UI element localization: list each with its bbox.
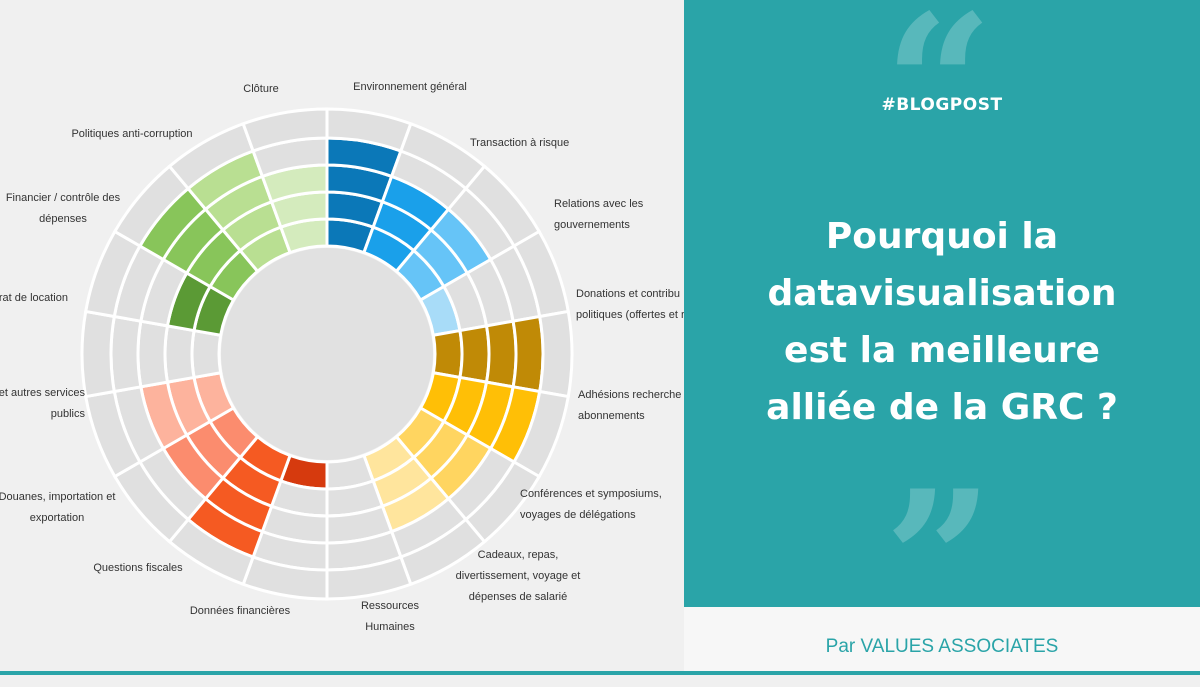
segment-label: Environnement général [353, 77, 467, 98]
empty-cell [109, 314, 143, 394]
segment-label-line: Politiques anti-corruption [71, 128, 193, 140]
segment-label-line: politiques (offertes et r [576, 309, 684, 321]
bottom-accent-line [0, 671, 1200, 675]
segment-label: et autres services publics [0, 383, 85, 425]
segment-label-line: Questions fiscales [93, 562, 183, 574]
segment-label: Financier / contrôle des dépenses [6, 188, 120, 230]
outer-ring-cell [80, 309, 117, 399]
segment-label: Cadeaux, repas, divertissement, voyage et… [456, 545, 581, 608]
headline-line: alliée de la GRC ? [766, 387, 1118, 428]
segment-label-line: Financier / contrôle des [5, 192, 121, 204]
filled-cell [484, 319, 518, 389]
segment-label: Questions fiscales [93, 558, 182, 579]
headline-line: est la meilleure [784, 330, 1100, 371]
segment-label-line: Humaines [365, 621, 415, 633]
blogpost-tag: #BLOGPOST [881, 95, 1003, 115]
segment-label: Ressources Humaines [361, 596, 419, 638]
blog-title-panel: “ #BLOGPOST Pourquoi la datavisualisatio… [684, 0, 1200, 656]
segment-label: Adhésions recherche abonnements [578, 385, 681, 427]
segment-label-line: gouvernements [554, 219, 630, 231]
segment-label-line: Ressources [360, 600, 420, 612]
segment-label-line: dépenses [39, 213, 87, 225]
segment-label-line: Adhésions recherche [578, 389, 682, 401]
segment-label: Donations et contribu politiques (offerte… [576, 284, 684, 326]
segment-label-line: Clôture [243, 83, 279, 95]
center-disc [221, 248, 433, 460]
segment-label-line: Environnement général [353, 81, 467, 93]
segment-label-line: Données financières [189, 605, 291, 617]
radial-chart-panel: Environnement général Transaction à risqu… [0, 77, 684, 638]
segment-label-line: Transaction à risque [470, 137, 570, 149]
segment-label: Conférences et symposiums, voyages de dél… [520, 484, 662, 526]
segment-label: Douanes, importation et exportation [0, 487, 115, 529]
segment-label-line: publics [50, 408, 85, 420]
empty-cell [190, 328, 223, 380]
filled-cell [431, 328, 464, 380]
author-text: Par VALUES ASSOCIATES [825, 636, 1059, 657]
segment-label-line: Cadeaux, repas, [477, 549, 559, 561]
segment-label-line: Douanes, importation et [0, 491, 116, 503]
outer-ring-cell [241, 107, 329, 153]
segment-label-line: voyages de délégations [520, 509, 636, 521]
segment-label-line: et autres services [0, 387, 85, 399]
empty-cell [136, 319, 170, 389]
headline: Pourquoi la datavisualisation est la mei… [704, 208, 1180, 436]
segment-label: Relations avec les gouvernements [554, 194, 643, 236]
segment-label-line: exportation [29, 512, 85, 524]
segment-label: Clôture [243, 79, 278, 100]
open-quote-icon: “ [884, 0, 994, 196]
segment-label-line: Relations avec les [554, 198, 644, 210]
segment-label-line: dépenses de salarié [468, 591, 568, 603]
segment-label: Transaction à risque [470, 133, 569, 154]
segment-label: rat de location [0, 288, 68, 309]
author-footer: Par VALUES ASSOCIATES [684, 607, 1200, 675]
segment-label: Politiques anti-corruption [71, 124, 192, 145]
segment-label-line: divertissement, voyage et [455, 570, 581, 582]
headline-line: datavisualisation [767, 273, 1117, 314]
filled-cell [458, 324, 491, 384]
segment-label: Données financières [190, 601, 290, 622]
headline-line: Pourquoi la [825, 216, 1059, 257]
segment-label-line: rat de location [0, 292, 68, 304]
empty-cell [163, 324, 196, 384]
outer-ring-cell [537, 309, 574, 399]
radial-chart [80, 107, 574, 601]
filled-cell [511, 314, 545, 394]
segment-label-line: Donations et contribu [576, 288, 680, 300]
segment-label-line: Conférences et symposiums, [520, 488, 662, 500]
segment-label-line: abonnements [578, 410, 645, 422]
